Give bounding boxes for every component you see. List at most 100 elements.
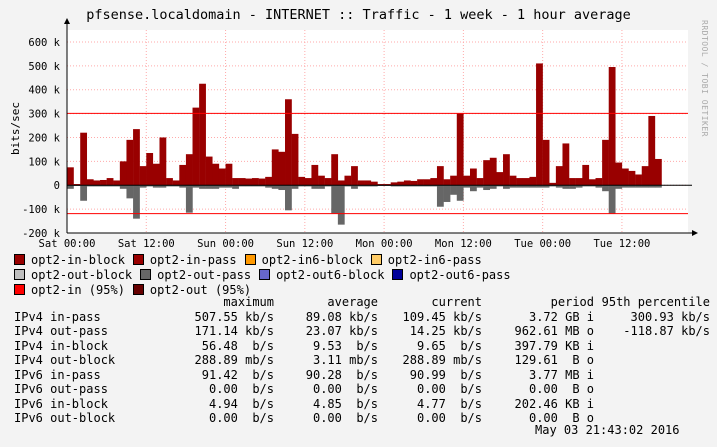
bar-out-pass xyxy=(351,185,358,189)
legend-label: opt2-in (95%) xyxy=(31,283,125,297)
bar-in-pass xyxy=(225,163,233,186)
bar-out-pass xyxy=(483,185,491,191)
bar-out-pass xyxy=(456,185,464,201)
timestamp: May 03 21:43:02 2016 xyxy=(535,423,680,437)
stats-cell: IPv6 in-block xyxy=(14,396,108,411)
stats-cell: 129.61 B o xyxy=(514,353,594,367)
bar-in-pass xyxy=(555,166,563,186)
legend-item: opt2-out6-pass xyxy=(392,268,511,283)
bar-in-pass xyxy=(377,184,385,186)
stats-cell: 288.89 mb/s xyxy=(402,353,482,367)
stats-row: IPv6 out-pass 0.00 b/s 0.00 b/s 0.00 b/s 0.0… xyxy=(14,382,710,397)
stats-cell: IPv4 out-block xyxy=(14,353,116,367)
stats-cell: 4.77 b/s xyxy=(416,396,482,411)
bar-out-pass xyxy=(549,185,557,187)
plot-background xyxy=(67,30,688,233)
bar-in-pass xyxy=(450,175,457,186)
stats-cell: 9.65 b/s xyxy=(416,338,482,353)
bar-out-pass xyxy=(337,185,345,225)
bar-out-pass xyxy=(304,185,312,187)
bar-out-pass xyxy=(390,185,398,187)
x-tick-label: Sun 12:00 xyxy=(276,238,333,250)
bar-in-pass xyxy=(298,176,306,186)
bar-out-pass xyxy=(648,185,656,188)
y-tick-label: 300 k xyxy=(28,109,60,121)
bar-in-pass xyxy=(469,168,477,186)
bar-out-pass xyxy=(238,185,246,187)
bar-out-pass xyxy=(615,185,623,189)
bar-in-pass xyxy=(179,164,187,186)
bar-out-pass xyxy=(370,185,378,187)
bar-out-pass xyxy=(423,185,431,187)
bar-in-pass xyxy=(595,178,603,186)
stats-header-cell: period xyxy=(550,295,594,309)
bar-out-pass xyxy=(536,185,543,188)
legend-label: opt2-in6-pass xyxy=(387,253,482,267)
bar-in-pass xyxy=(67,167,74,186)
bar-out-pass xyxy=(509,185,517,188)
stats-cell: IPv6 out-block xyxy=(14,411,116,425)
stats-cell: 3.11 mb/s xyxy=(312,353,378,367)
bar-in-pass xyxy=(218,168,226,186)
legend-swatch-icon xyxy=(244,254,256,265)
legend-swatch-icon xyxy=(140,269,152,280)
bar-in-pass xyxy=(113,180,121,186)
bar-out-pass xyxy=(93,185,101,187)
legend-label: opt2-in-block xyxy=(31,253,125,267)
legend: opt2-in-block opt2-in-pass opt2-in6-block o… xyxy=(14,253,519,298)
y-tick-label: 200 k xyxy=(28,132,60,144)
stats-row: IPv6 in-block 4.94 b/s 4.85 b/s 4.77 b/s 202… xyxy=(14,397,710,412)
bar-in-pass xyxy=(199,83,206,186)
bar-out-pass xyxy=(80,185,88,201)
bar-out-pass xyxy=(285,185,292,211)
bar-in-pass xyxy=(562,143,570,186)
bar-out-pass xyxy=(595,185,603,188)
bar-in-pass xyxy=(483,160,491,186)
stats-cell: 171.14 kb/s xyxy=(194,324,274,338)
legend-label: opt2-out (95%) xyxy=(149,283,252,297)
stats-cell: IPv4 out-pass xyxy=(14,324,108,338)
bar-out-pass xyxy=(654,185,662,188)
stats-cell: 962.61 MB o xyxy=(514,324,594,338)
bar-in-pass xyxy=(602,139,609,186)
y-axis-arrow-icon xyxy=(64,18,70,24)
x-axis-arrow-icon xyxy=(692,230,698,236)
bar-in-pass xyxy=(654,158,662,186)
bar-out-pass xyxy=(542,185,550,188)
bar-in-pass xyxy=(139,166,147,186)
bar-out-pass xyxy=(258,185,266,187)
bar-in-pass xyxy=(245,178,253,186)
bar-out-pass xyxy=(436,185,444,207)
bar-in-pass xyxy=(318,175,325,186)
bar-in-pass xyxy=(476,178,484,186)
bar-in-pass xyxy=(628,170,636,186)
bar-in-pass xyxy=(635,174,642,186)
stats-cell: 4.94 b/s xyxy=(208,396,274,411)
bar-out-pass xyxy=(529,185,537,188)
bar-in-pass xyxy=(278,151,286,186)
stats-cell: IPv6 in-pass xyxy=(14,367,101,382)
bar-out-pass xyxy=(641,185,649,188)
y-tick-label: 400 k xyxy=(28,85,60,97)
bar-in-pass xyxy=(410,180,418,186)
stats-row: IPv6 in-pass 91.42 b/s 90.28 b/s 90.99 b/s 3… xyxy=(14,368,710,383)
bar-out-pass xyxy=(172,185,180,187)
bar-out-pass xyxy=(205,185,213,189)
stats-cell: 109.45 kb/s xyxy=(402,309,482,324)
bar-in-pass xyxy=(489,157,497,186)
legend-label: opt2-out6-pass xyxy=(409,268,511,282)
x-tick-label: Sat 12:00 xyxy=(118,238,175,250)
x-tick-label: Sat 00:00 xyxy=(39,238,96,250)
bar-in-pass xyxy=(80,132,88,186)
bar-out-pass xyxy=(199,185,206,189)
bar-out-pass xyxy=(126,185,134,199)
bar-out-pass xyxy=(251,185,259,187)
bar-in-pass xyxy=(463,175,471,186)
legend-swatch-icon xyxy=(370,254,382,265)
legend-item: opt2-out6-block xyxy=(259,268,384,283)
bar-in-pass xyxy=(126,139,134,186)
legend-item: opt2-in-pass xyxy=(132,253,237,268)
legend-swatch-icon xyxy=(14,269,25,280)
x-tick-label: Sun 00:00 xyxy=(197,238,254,250)
bar-in-pass xyxy=(86,179,94,186)
